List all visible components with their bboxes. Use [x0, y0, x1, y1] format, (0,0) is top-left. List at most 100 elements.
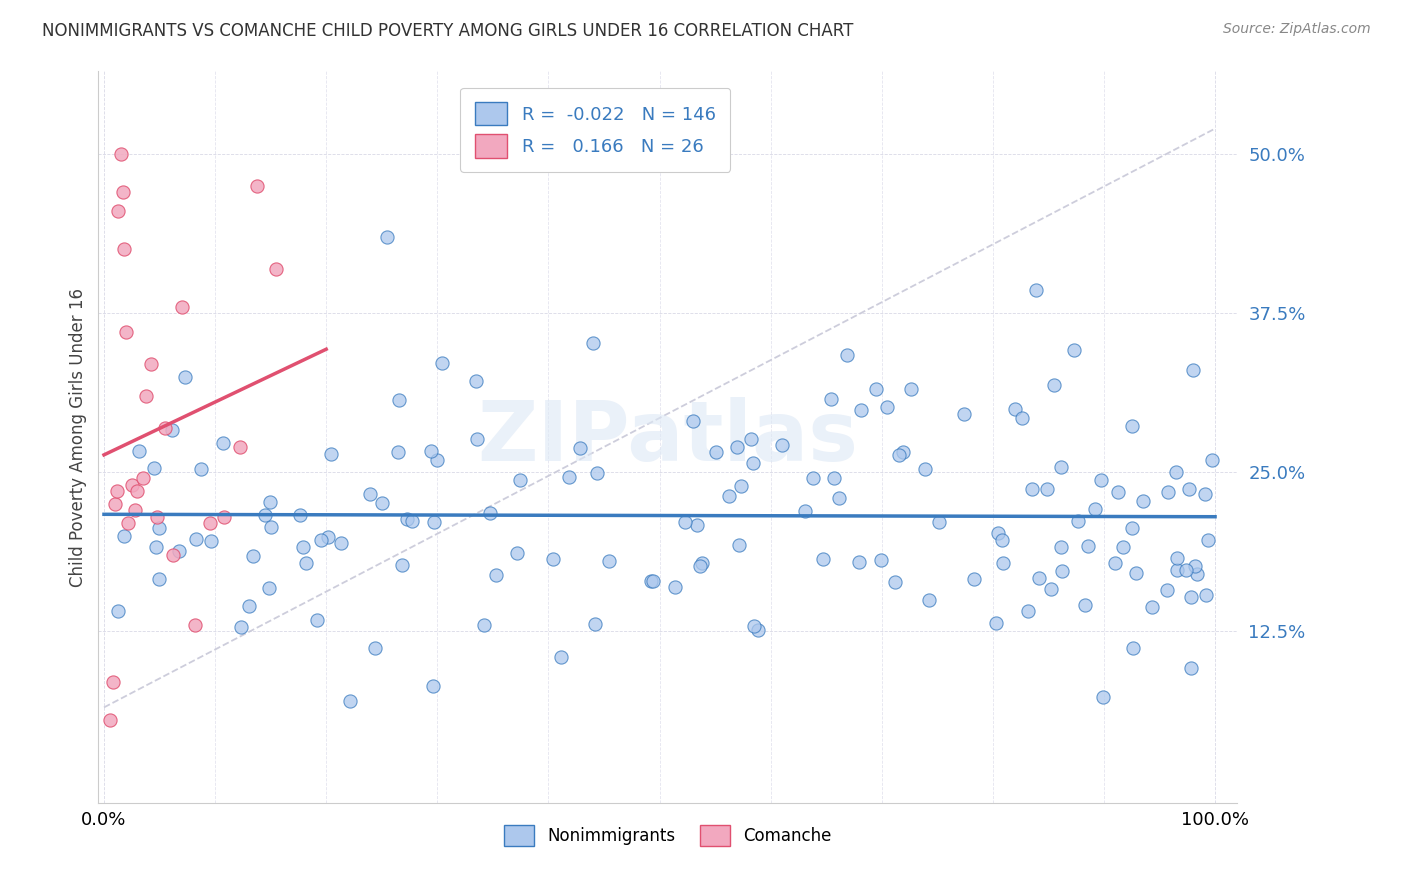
Point [1090, 473, 1112, 487]
Point [883, 575, 905, 590]
Point [987, 526, 1010, 541]
Point [1181, 363, 1204, 377]
Point [1036, 482, 1059, 496]
Point [1042, 378, 1064, 392]
Point [673, 515, 696, 529]
Point [242, 549, 264, 563]
Point [1156, 583, 1178, 598]
Point [148, 573, 170, 587]
Point [865, 382, 887, 396]
Point [770, 438, 793, 452]
Point [1132, 493, 1154, 508]
Point [153, 420, 176, 434]
Point [370, 496, 392, 510]
Point [257, 581, 280, 595]
Point [260, 520, 283, 534]
Point [1049, 541, 1071, 555]
Point [291, 541, 314, 555]
Point [148, 521, 170, 535]
Point [730, 479, 752, 493]
Point [401, 514, 423, 528]
Point [1180, 590, 1202, 604]
Point [1175, 563, 1198, 577]
Point [1122, 640, 1144, 655]
Legend: Nonimmigrants, Comanche: Nonimmigrants, Comanche [498, 818, 838, 853]
Point [105, 484, 128, 499]
Text: Source: ZipAtlas.com: Source: ZipAtlas.com [1223, 22, 1371, 37]
Point [928, 515, 950, 529]
Point [740, 432, 762, 446]
Point [329, 536, 352, 550]
Point [747, 623, 769, 637]
Point [891, 445, 914, 459]
Point [583, 616, 606, 631]
Point [1092, 690, 1115, 704]
Point [339, 694, 361, 708]
Point [1125, 566, 1147, 580]
Point [121, 477, 143, 491]
Point [128, 444, 150, 458]
Point [717, 489, 740, 503]
Point [1040, 582, 1063, 597]
Point [321, 447, 343, 461]
Point [212, 509, 235, 524]
Point [472, 617, 495, 632]
Point [1063, 343, 1085, 358]
Point [742, 619, 765, 633]
Point [1067, 514, 1090, 528]
Point [1112, 540, 1135, 554]
Point [725, 440, 748, 454]
Point [305, 613, 328, 627]
Point [426, 453, 449, 467]
Point [167, 544, 190, 558]
Point [198, 516, 221, 530]
Point [1021, 482, 1043, 496]
Point [963, 573, 986, 587]
Point [112, 243, 135, 257]
Point [112, 529, 135, 543]
Point [387, 445, 409, 459]
Point [430, 356, 453, 370]
Point [478, 506, 501, 520]
Point [465, 432, 488, 446]
Point [1166, 563, 1188, 577]
Point [98, 713, 121, 727]
Point [990, 533, 1012, 547]
Point [391, 558, 413, 573]
Point [1017, 604, 1039, 618]
Point [115, 325, 138, 339]
Point [550, 650, 572, 665]
Point [174, 370, 197, 384]
Point [953, 407, 976, 421]
Point [246, 178, 269, 193]
Point [682, 414, 704, 428]
Point [706, 444, 728, 458]
Point [1025, 283, 1047, 297]
Point [422, 680, 444, 694]
Point [823, 470, 845, 484]
Point [742, 457, 765, 471]
Point [1004, 402, 1026, 417]
Point [170, 300, 193, 314]
Point [211, 436, 233, 450]
Point [835, 348, 858, 362]
Point [231, 620, 253, 634]
Point [692, 556, 714, 570]
Point [828, 491, 851, 505]
Point [264, 261, 287, 276]
Point [801, 471, 824, 485]
Point [309, 533, 332, 547]
Point [316, 530, 339, 544]
Point [111, 185, 134, 199]
Point [984, 615, 1007, 630]
Point [184, 532, 207, 546]
Point [110, 147, 132, 161]
Point [582, 336, 605, 351]
Point [132, 471, 155, 485]
Point [104, 497, 127, 511]
Point [918, 592, 941, 607]
Point [869, 553, 891, 567]
Point [146, 509, 169, 524]
Point [664, 580, 686, 594]
Point [101, 675, 124, 690]
